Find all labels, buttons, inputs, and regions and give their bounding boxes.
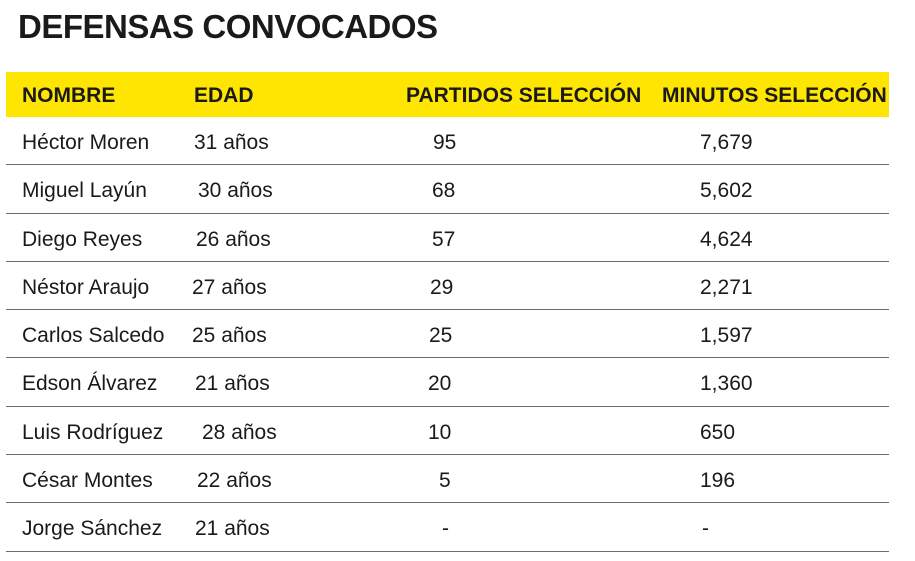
player-age: 26 años: [196, 227, 271, 251]
player-minutes: 1,597: [700, 324, 753, 348]
header-games: PARTIDOS SELECCIÓN: [406, 84, 642, 107]
table-row: Jorge Sánchez 21 años - -: [6, 503, 889, 552]
player-games: 57: [432, 227, 456, 251]
table-body: Héctor Moren 31 años 95 7,679 Miguel Lay…: [6, 117, 889, 552]
player-name: Carlos Salcedo: [22, 324, 165, 348]
table-row: Diego Reyes 26 años 57 4,624: [6, 214, 889, 262]
player-minutes: 7,679: [700, 131, 753, 154]
player-name: Jorge Sánchez: [22, 517, 163, 541]
table-row: Carlos Salcedo 25 años 25 1,597: [6, 310, 889, 359]
player-minutes: 4,624: [700, 227, 753, 251]
table-row: Luis Rodríguez 28 años 10 650: [6, 407, 889, 456]
player-games: 10: [428, 420, 452, 444]
header-name: NOMBRE: [22, 84, 116, 107]
player-minutes: 650: [700, 420, 736, 444]
player-games: 95: [433, 131, 457, 154]
player-name: Miguel Layún: [22, 179, 147, 203]
header-minutes: MINUTOS SELECCIÓN: [662, 84, 887, 107]
player-games: 25: [429, 324, 453, 348]
player-games: 68: [432, 179, 456, 203]
player-minutes: 5,602: [700, 179, 753, 203]
table-header-row: NOMBRE EDAD PARTIDOS SELECCIÓN MINUTOS S…: [6, 72, 889, 117]
player-minutes: 2,271: [700, 275, 753, 299]
player-minutes: 1,360: [700, 372, 753, 396]
player-age: 25 años: [192, 324, 267, 348]
table-row: César Montes 22 años 5 196: [6, 455, 889, 504]
player-age: 28 años: [202, 420, 277, 444]
player-games: 29: [430, 275, 454, 299]
player-name: Néstor Araujo: [22, 275, 150, 299]
header-age: EDAD: [194, 84, 254, 107]
table-row: Héctor Moren 31 años 95 7,679: [6, 117, 889, 166]
page-title: DEFENSAS CONVOCADOS: [18, 8, 438, 45]
player-name: Luis Rodríguez: [22, 420, 164, 444]
player-name: Edson Álvarez: [22, 372, 158, 396]
player-age: 30 años: [198, 179, 273, 203]
player-games: 20: [428, 372, 452, 396]
player-name: Héctor Moren: [22, 131, 150, 154]
player-age: 21 años: [195, 372, 270, 396]
table-row: Néstor Araujo 27 años 29 2,271: [6, 262, 889, 311]
player-name: César Montes: [22, 469, 153, 493]
player-age: 27 años: [192, 275, 267, 299]
player-games: -: [442, 517, 449, 541]
player-minutes: -: [702, 517, 709, 541]
defenders-table: NOMBRE EDAD PARTIDOS SELECCIÓN MINUTOS S…: [6, 72, 889, 552]
player-age: 21 años: [195, 517, 270, 541]
player-name: Diego Reyes: [22, 227, 143, 251]
player-age: 31 años: [194, 131, 269, 154]
player-minutes: 196: [700, 469, 736, 493]
table-row: Edson Álvarez 21 años 20 1,360: [6, 358, 889, 407]
player-age: 22 años: [197, 469, 272, 493]
player-games: 5: [439, 469, 451, 493]
table-row: Miguel Layún 30 años 68 5,602: [6, 165, 889, 214]
